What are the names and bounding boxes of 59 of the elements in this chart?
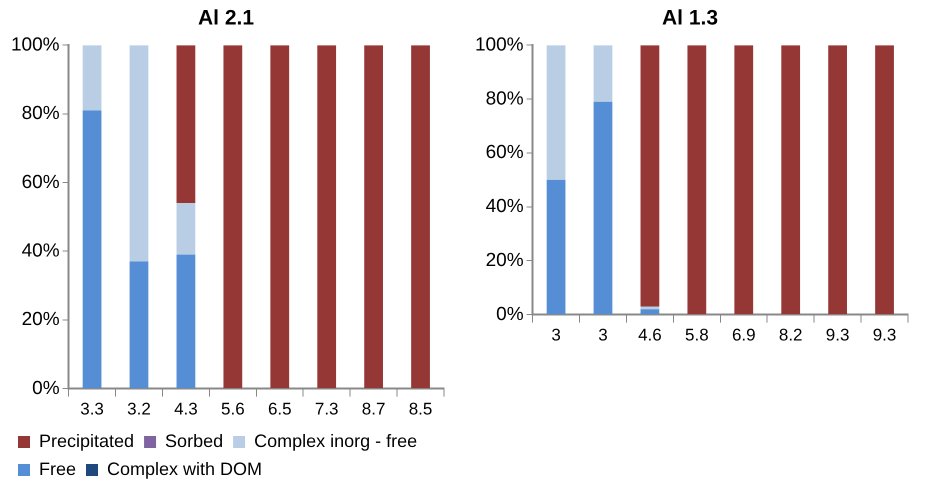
x-tick-label: 5.6 bbox=[221, 399, 245, 418]
legend-label: Sorbed bbox=[165, 430, 224, 451]
bar bbox=[546, 180, 566, 314]
bar bbox=[82, 45, 102, 110]
bar bbox=[781, 45, 800, 314]
x-tick-label: 4.3 bbox=[174, 399, 198, 418]
bar bbox=[411, 45, 430, 388]
bar bbox=[176, 45, 196, 204]
legend-label: Complex with DOM bbox=[107, 458, 262, 479]
bar bbox=[317, 45, 336, 388]
chart-title: Al 1.3 bbox=[662, 6, 718, 30]
x-tick-label: 3.2 bbox=[127, 399, 151, 418]
bar bbox=[828, 45, 847, 314]
x-tick-label: 5.8 bbox=[685, 325, 709, 344]
bar bbox=[546, 45, 566, 180]
y-tick-label: 80% bbox=[486, 88, 524, 110]
legend-label: Complex inorg - free bbox=[254, 430, 418, 451]
bar bbox=[82, 110, 102, 388]
bar bbox=[640, 309, 660, 314]
bar bbox=[270, 45, 290, 388]
y-tick-label: 40% bbox=[22, 240, 60, 262]
x-tick-label: 6.5 bbox=[268, 399, 292, 418]
legend-label: Precipitated bbox=[39, 430, 134, 451]
y-tick-label: 40% bbox=[486, 196, 524, 218]
x-tick-label: 7.3 bbox=[314, 399, 339, 418]
y-tick-label: 100% bbox=[10, 34, 60, 56]
bar bbox=[875, 45, 894, 314]
bar bbox=[640, 45, 660, 307]
chart-title: Al 2.1 bbox=[198, 6, 254, 30]
x-tick-label: 3 bbox=[551, 325, 561, 344]
bar bbox=[594, 45, 612, 102]
y-tick-label: 20% bbox=[486, 250, 524, 271]
x-tick-label: 3.3 bbox=[80, 399, 104, 418]
bar bbox=[130, 262, 148, 388]
x-tick-label: 9.3 bbox=[826, 325, 850, 344]
x-tick-label: 8.2 bbox=[778, 325, 803, 344]
x-tick-label: 4.6 bbox=[638, 325, 662, 344]
x-tick-label: 3 bbox=[598, 325, 608, 344]
y-tick-label: 60% bbox=[22, 172, 60, 193]
y-tick-label: 0% bbox=[496, 304, 524, 325]
bar bbox=[223, 45, 242, 388]
bar bbox=[734, 45, 754, 314]
x-tick-label: 9.3 bbox=[872, 325, 896, 344]
bar bbox=[364, 45, 383, 388]
y-tick-label: 0% bbox=[32, 378, 60, 399]
bar bbox=[687, 45, 706, 314]
bar bbox=[594, 102, 612, 314]
y-tick-label: 80% bbox=[22, 103, 60, 124]
x-tick-label: 8.5 bbox=[408, 399, 432, 418]
bar bbox=[640, 306, 660, 310]
x-tick-label: 8.7 bbox=[362, 399, 386, 418]
legend-label: Free bbox=[39, 458, 76, 479]
y-tick-label: 100% bbox=[474, 34, 524, 56]
bar bbox=[176, 203, 196, 255]
y-tick-label: 20% bbox=[22, 309, 60, 330]
x-tick-label: 6.9 bbox=[732, 325, 756, 344]
bar bbox=[176, 254, 196, 388]
bar bbox=[130, 45, 148, 262]
y-tick-label: 60% bbox=[486, 142, 524, 164]
